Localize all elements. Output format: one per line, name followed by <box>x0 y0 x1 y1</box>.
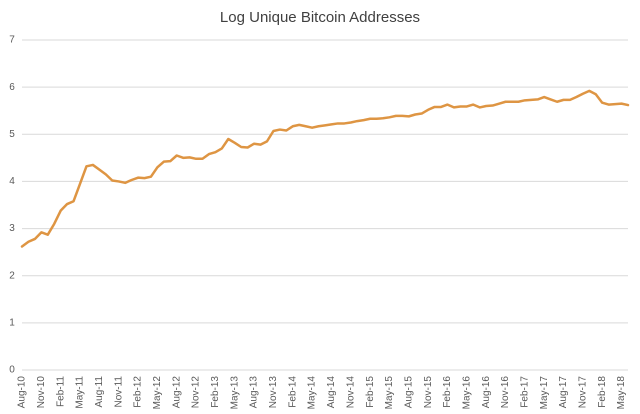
y-tick-label: 5 <box>9 129 15 140</box>
x-tick-label: Aug-16 <box>481 376 492 409</box>
x-tick-label: May-13 <box>229 376 240 410</box>
x-tick-label: May-16 <box>461 376 472 410</box>
x-tick-label: May-12 <box>152 376 163 410</box>
y-tick-label: 2 <box>9 270 15 281</box>
x-tick-label: Feb-11 <box>55 376 66 407</box>
x-tick-label: Nov-13 <box>268 376 279 409</box>
x-tick-label: May-17 <box>539 376 550 410</box>
x-tick-label: Aug-13 <box>249 376 260 409</box>
x-tick-label: May-18 <box>616 376 627 410</box>
x-tick-label: Nov-16 <box>500 376 511 409</box>
x-tick-label: May-11 <box>75 376 86 409</box>
x-tick-label: Feb-17 <box>519 376 530 408</box>
x-tick-label: May-15 <box>384 376 395 410</box>
data-line <box>20 89 630 248</box>
x-tick-label: Nov-17 <box>578 376 589 409</box>
y-tick-label: 1 <box>9 317 15 328</box>
x-tick-label: Feb-15 <box>365 376 376 408</box>
x-tick-label: Nov-15 <box>423 376 434 409</box>
x-tick-label: Aug-14 <box>326 376 337 409</box>
y-tick-label: 3 <box>9 223 15 234</box>
x-tick-label: Feb-12 <box>133 376 144 408</box>
chart-title: Log Unique Bitcoin Addresses <box>220 9 420 26</box>
x-tick-label: Aug-10 <box>17 376 28 409</box>
x-tick-label: Nov-14 <box>345 376 356 409</box>
x-tick-label: Nov-10 <box>36 376 47 409</box>
x-tick-label: Feb-13 <box>210 376 221 408</box>
x-tick-label: Aug-11 <box>94 376 105 408</box>
x-tick-label: Aug-17 <box>558 376 569 409</box>
x-tick-label: Feb-14 <box>287 376 298 408</box>
y-tick-label: 4 <box>9 176 15 187</box>
y-tick-label: 6 <box>9 82 15 93</box>
y-tick-label: 0 <box>9 365 15 376</box>
x-tick-label: Aug-15 <box>403 376 414 409</box>
x-tick-label: Feb-18 <box>597 376 608 408</box>
x-tick-label: Feb-16 <box>442 376 453 408</box>
y-tick-label: 7 <box>9 35 15 46</box>
x-tick-label: Nov-11 <box>113 376 124 408</box>
x-tick-label: Aug-12 <box>171 376 182 409</box>
x-tick-label: Nov-12 <box>191 376 202 409</box>
x-tick-label: May-14 <box>307 376 318 410</box>
